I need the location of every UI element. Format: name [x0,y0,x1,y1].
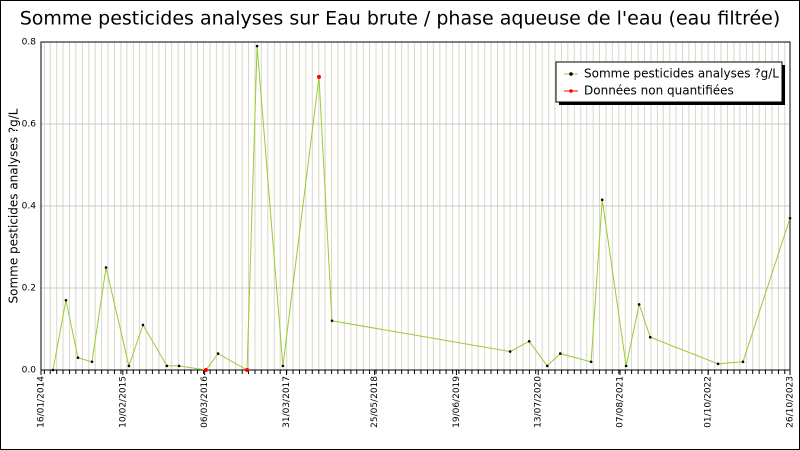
y-axis-label: Somme pesticides analyses ?g/L [7,108,21,303]
data-point [330,319,334,323]
x-tick-label: 25/05/2018 [370,376,380,428]
data-point [788,217,792,220]
y-tick-label: 0.6 [22,120,37,130]
x-tick-label: 10/02/2015 [118,376,128,428]
x-tick-label: 19/06/2019 [452,376,462,428]
y-tick-label: 0.4 [22,202,37,212]
data-point [589,360,593,364]
legend-marker [569,72,573,76]
legend-label: Données non quantifiées [584,84,734,98]
data-point [558,352,562,355]
y-tick-label: 0.8 [22,38,37,48]
x-tick-label: 06/03/2016 [200,376,210,428]
non-quantified-point [245,368,250,372]
data-point [648,335,652,339]
data-point [127,364,131,368]
plot-border [40,41,791,371]
data-point [90,360,94,364]
data-point [104,266,108,269]
data-point [281,364,285,368]
data-point [51,368,55,372]
data-point [508,350,512,353]
y-tick-label: 0.0 [22,366,37,376]
data-point [177,364,181,368]
y-tick-label: 0.2 [22,284,36,294]
series-line [52,46,791,371]
chart-title: Somme pesticides analyses sur Eau brute … [20,8,781,30]
x-tick-label: 13/07/2020 [534,376,544,428]
non-quantified-point [203,368,208,372]
data-point [216,352,220,355]
data-point [600,198,604,202]
x-tick-label: 16/01/2014 [37,376,47,428]
data-point [741,360,745,364]
data-point [255,44,259,48]
data-point [716,362,720,366]
legend [555,61,783,103]
data-point [165,364,169,368]
x-tick-label: 31/03/2017 [282,376,292,428]
data-point [624,364,628,368]
data-point [637,303,641,306]
legend-marker [569,89,573,93]
data-point [76,356,80,360]
data-point [527,340,531,343]
x-tick-label: 07/08/2021 [616,376,626,428]
non-quantified-point [316,74,321,79]
x-tick-label: 26/10/2023 [786,376,796,428]
data-point [545,364,549,368]
data-point [64,299,68,302]
data-point [141,323,145,327]
x-tick-label: 01/10/2022 [704,376,714,428]
legend-label: Somme pesticides analyses ?g/L [584,67,779,81]
